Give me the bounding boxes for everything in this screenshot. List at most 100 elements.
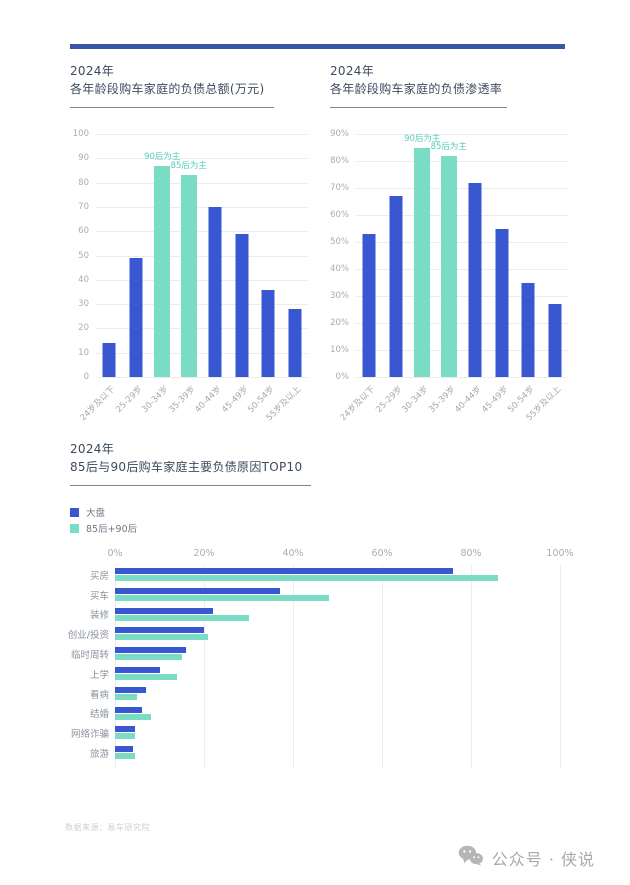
legend-item-85-90: 85后+90后: [70, 520, 565, 536]
bar: [495, 228, 509, 377]
bar: [548, 304, 562, 377]
category-label: 装修: [89, 610, 109, 622]
bar: [521, 282, 535, 377]
bar: [414, 147, 431, 377]
gridline: [96, 206, 308, 208]
chart-row: 创业/投资: [68, 624, 560, 644]
y-tick-label: 30: [78, 299, 89, 310]
gridline: [356, 214, 568, 216]
bar: [180, 175, 197, 377]
y-tick-label: 0%: [335, 372, 350, 382]
gridline: [356, 134, 568, 135]
gridline: [356, 295, 568, 297]
bar: [389, 196, 403, 377]
chart-year: 2024年: [70, 64, 115, 78]
y-tick-label: 60: [78, 226, 89, 237]
x-tick-label: 35-39岁: [166, 384, 198, 415]
chart-year: 2024年: [330, 64, 375, 78]
x-axis-labels: 24岁及以下 25-29岁 30-34岁 35-39岁 40-44岁 45-49岁 50-5…: [79, 377, 308, 427]
category-label: 旅游: [89, 749, 109, 761]
x-tick-label: 40-44岁: [193, 384, 224, 415]
x-tick-label: 25-29岁: [113, 384, 145, 415]
category-label: 上学: [89, 669, 109, 681]
watermark: 公众号 · 侠说: [458, 845, 595, 870]
title-underline: [70, 107, 274, 108]
bar: [115, 726, 136, 733]
bar-annotation: 90后为主: [144, 151, 181, 162]
x-tick-label: 40%: [282, 548, 304, 559]
bar: [115, 673, 178, 680]
gridline: [356, 242, 568, 243]
bar: [115, 607, 213, 614]
x-tick-label: 60%: [371, 548, 393, 559]
bar-annotation: 85后为主: [170, 161, 207, 172]
bar: [115, 594, 329, 601]
chart-row: 看病: [90, 684, 560, 704]
gridline: [560, 565, 561, 769]
bar: [154, 165, 171, 377]
title-underline: [330, 107, 507, 108]
plot-area: 买房买车装修创业/投资临时周转上学看病结婚网络诈骗旅游: [68, 565, 561, 769]
y-tick-label: 40: [78, 274, 89, 285]
y-tick-label: 60%: [330, 209, 349, 220]
bar: [208, 206, 222, 377]
gridline: [96, 182, 308, 184]
gridline: [356, 269, 568, 270]
bar: [288, 308, 302, 377]
chart-row: 买房: [90, 565, 560, 585]
bar: [115, 686, 147, 693]
bar: [115, 666, 160, 673]
legend-label-overall: 大盘: [86, 508, 106, 519]
chart-row: 装修: [90, 605, 560, 625]
y-tick-label: 50%: [330, 237, 349, 247]
bar: [115, 746, 133, 753]
category-label: 看病: [89, 689, 109, 701]
y-tick-label: 40%: [330, 264, 349, 274]
chart-row: 临时周转: [71, 644, 560, 664]
bar: [115, 647, 187, 654]
bar: [115, 706, 142, 713]
y-tick-label: 20: [78, 323, 89, 334]
gridline: [356, 188, 568, 189]
gridline: [382, 565, 383, 769]
x-tick-label: 40-44岁: [453, 384, 484, 415]
x-tick-label: 0%: [107, 548, 123, 559]
x-tick-label: 30-34岁: [140, 384, 171, 415]
category-label: 结婚: [89, 709, 109, 721]
bar: [129, 257, 143, 377]
bar: [235, 233, 249, 377]
gridline: [96, 158, 308, 160]
y-tick-label: 90: [78, 153, 89, 164]
x-tick-label: 24岁及以下: [338, 384, 378, 424]
chart-row: 网络诈骗: [71, 723, 560, 743]
gridline: [96, 279, 308, 281]
category-label: 买车: [89, 590, 109, 602]
bar: [115, 614, 249, 621]
gridline: [96, 352, 308, 354]
y-axis: 0% 10% 20% 30% 40% 50% 60% 70% 80% 90%: [330, 129, 356, 382]
bar-annotation: 90后为主: [404, 133, 441, 144]
x-tick-label: 25-29岁: [373, 384, 405, 415]
x-axis: 0% 20% 40% 60% 80% 100%: [107, 548, 573, 565]
bar: [115, 627, 204, 634]
y-axis: 0 10 20 30 40 50 60 70 80 90 100: [70, 129, 96, 382]
data-source-note: 数据来源：易车研究院: [65, 823, 150, 832]
chart-legend: 大盘 85后+90后: [70, 504, 565, 536]
bar: [115, 634, 209, 641]
bar-chart-debt-reasons: 0% 20% 40% 60% 80% 100% 买房 买车 装修 创业/投资 临时周转 上学 看病 结婚网…: [68, 548, 574, 769]
category-label: 临时周转: [70, 650, 109, 662]
bar: [115, 713, 151, 720]
legend-swatch-teal: [70, 523, 79, 533]
chart-title-debt-penetration: 2024年 各年龄段购车家庭的负债渗透率: [330, 62, 568, 98]
gridline: [96, 304, 308, 306]
bar: [261, 289, 275, 377]
y-tick-label: 50: [78, 250, 89, 261]
x-tick-label: 45-49岁: [479, 384, 511, 415]
bar: [362, 233, 376, 377]
gridline: [204, 565, 205, 769]
x-tick-label: 30-34岁: [400, 384, 431, 415]
chart-row: 买车: [90, 585, 560, 605]
legend-label-85-90: 85后+90后: [86, 524, 138, 535]
panel-debt-penetration: 2024年 各年龄段购车家庭的负债渗透率 0% 10% 20% 30% 40% 50% 60…: [330, 62, 568, 427]
chart-title-debt-total: 2024年 各年龄段购车家庭的负债总额(万元): [70, 62, 308, 98]
